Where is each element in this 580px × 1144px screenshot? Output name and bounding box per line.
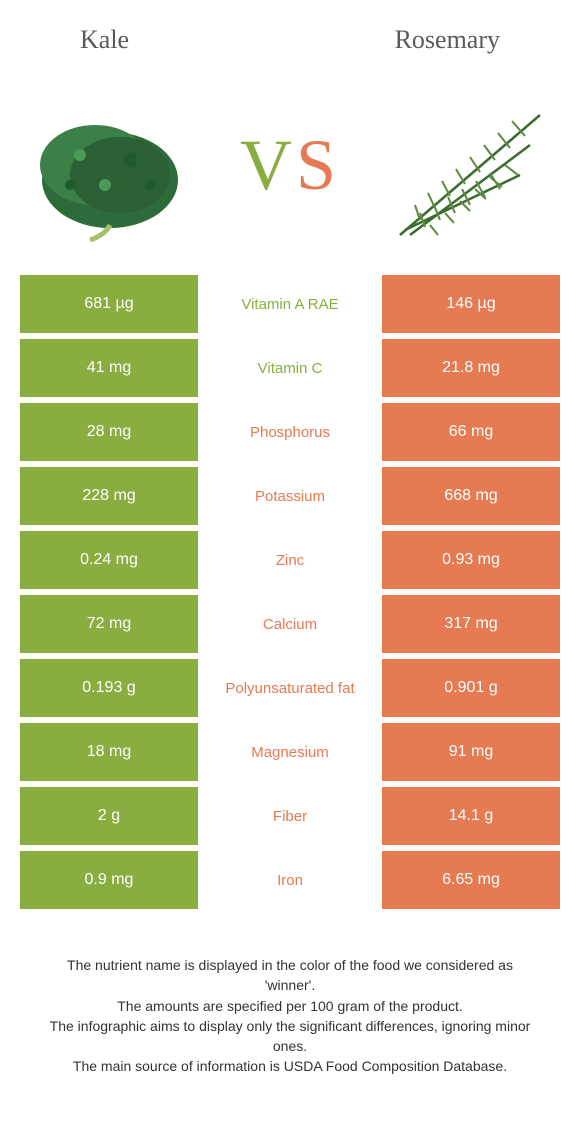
nutrient-name: Potassium (198, 467, 382, 525)
right-value: 14.1 g (382, 787, 560, 845)
vs-s: S (296, 125, 340, 205)
nutrient-row: 0.193 gPolyunsaturated fat0.901 g (20, 659, 560, 717)
nutrient-name: Calcium (198, 595, 382, 653)
right-value: 0.901 g (382, 659, 560, 717)
right-value: 146 µg (382, 275, 560, 333)
footnote-line: The main source of information is USDA F… (40, 1056, 540, 1076)
nutrient-row: 72 mgCalcium317 mg (20, 595, 560, 653)
vs-label: VS (240, 124, 340, 207)
left-value: 18 mg (20, 723, 198, 781)
hero-row: VS (0, 65, 580, 265)
nutrient-name: Vitamin A RAE (198, 275, 382, 333)
nutrient-name: Iron (198, 851, 382, 909)
nutrient-row: 681 µgVitamin A RAE146 µg (20, 275, 560, 333)
nutrient-table: 681 µgVitamin A RAE146 µg41 mgVitamin C2… (0, 265, 580, 909)
left-food-title: Kale (80, 25, 129, 55)
nutrient-row: 0.24 mgZinc0.93 mg (20, 531, 560, 589)
left-value: 41 mg (20, 339, 198, 397)
left-value: 0.24 mg (20, 531, 198, 589)
left-value: 2 g (20, 787, 198, 845)
left-value: 228 mg (20, 467, 198, 525)
footnotes: The nutrient name is displayed in the co… (0, 915, 580, 1077)
footnote-line: The nutrient name is displayed in the co… (40, 955, 540, 996)
left-value: 681 µg (20, 275, 198, 333)
vs-v: V (240, 125, 296, 205)
nutrient-row: 28 mgPhosphorus66 mg (20, 403, 560, 461)
nutrient-row: 41 mgVitamin C21.8 mg (20, 339, 560, 397)
nutrient-row: 0.9 mgIron6.65 mg (20, 851, 560, 909)
footnote-line: The amounts are specified per 100 gram o… (40, 996, 540, 1016)
right-value: 0.93 mg (382, 531, 560, 589)
right-value: 21.8 mg (382, 339, 560, 397)
rosemary-image (380, 85, 560, 245)
left-value: 0.193 g (20, 659, 198, 717)
nutrient-name: Fiber (198, 787, 382, 845)
left-value: 28 mg (20, 403, 198, 461)
nutrient-name: Polyunsaturated fat (198, 659, 382, 717)
kale-image (20, 85, 200, 245)
nutrient-row: 2 gFiber14.1 g (20, 787, 560, 845)
nutrient-name: Magnesium (198, 723, 382, 781)
right-value: 91 mg (382, 723, 560, 781)
right-value: 668 mg (382, 467, 560, 525)
right-food-title: Rosemary (395, 25, 500, 55)
nutrient-name: Phosphorus (198, 403, 382, 461)
left-value: 0.9 mg (20, 851, 198, 909)
nutrient-row: 228 mgPotassium668 mg (20, 467, 560, 525)
nutrient-name: Zinc (198, 531, 382, 589)
header-titles: Kale Rosemary (0, 0, 580, 65)
left-value: 72 mg (20, 595, 198, 653)
right-value: 317 mg (382, 595, 560, 653)
footnote-line: The infographic aims to display only the… (40, 1016, 540, 1057)
right-value: 6.65 mg (382, 851, 560, 909)
nutrient-row: 18 mgMagnesium91 mg (20, 723, 560, 781)
right-value: 66 mg (382, 403, 560, 461)
nutrient-name: Vitamin C (198, 339, 382, 397)
